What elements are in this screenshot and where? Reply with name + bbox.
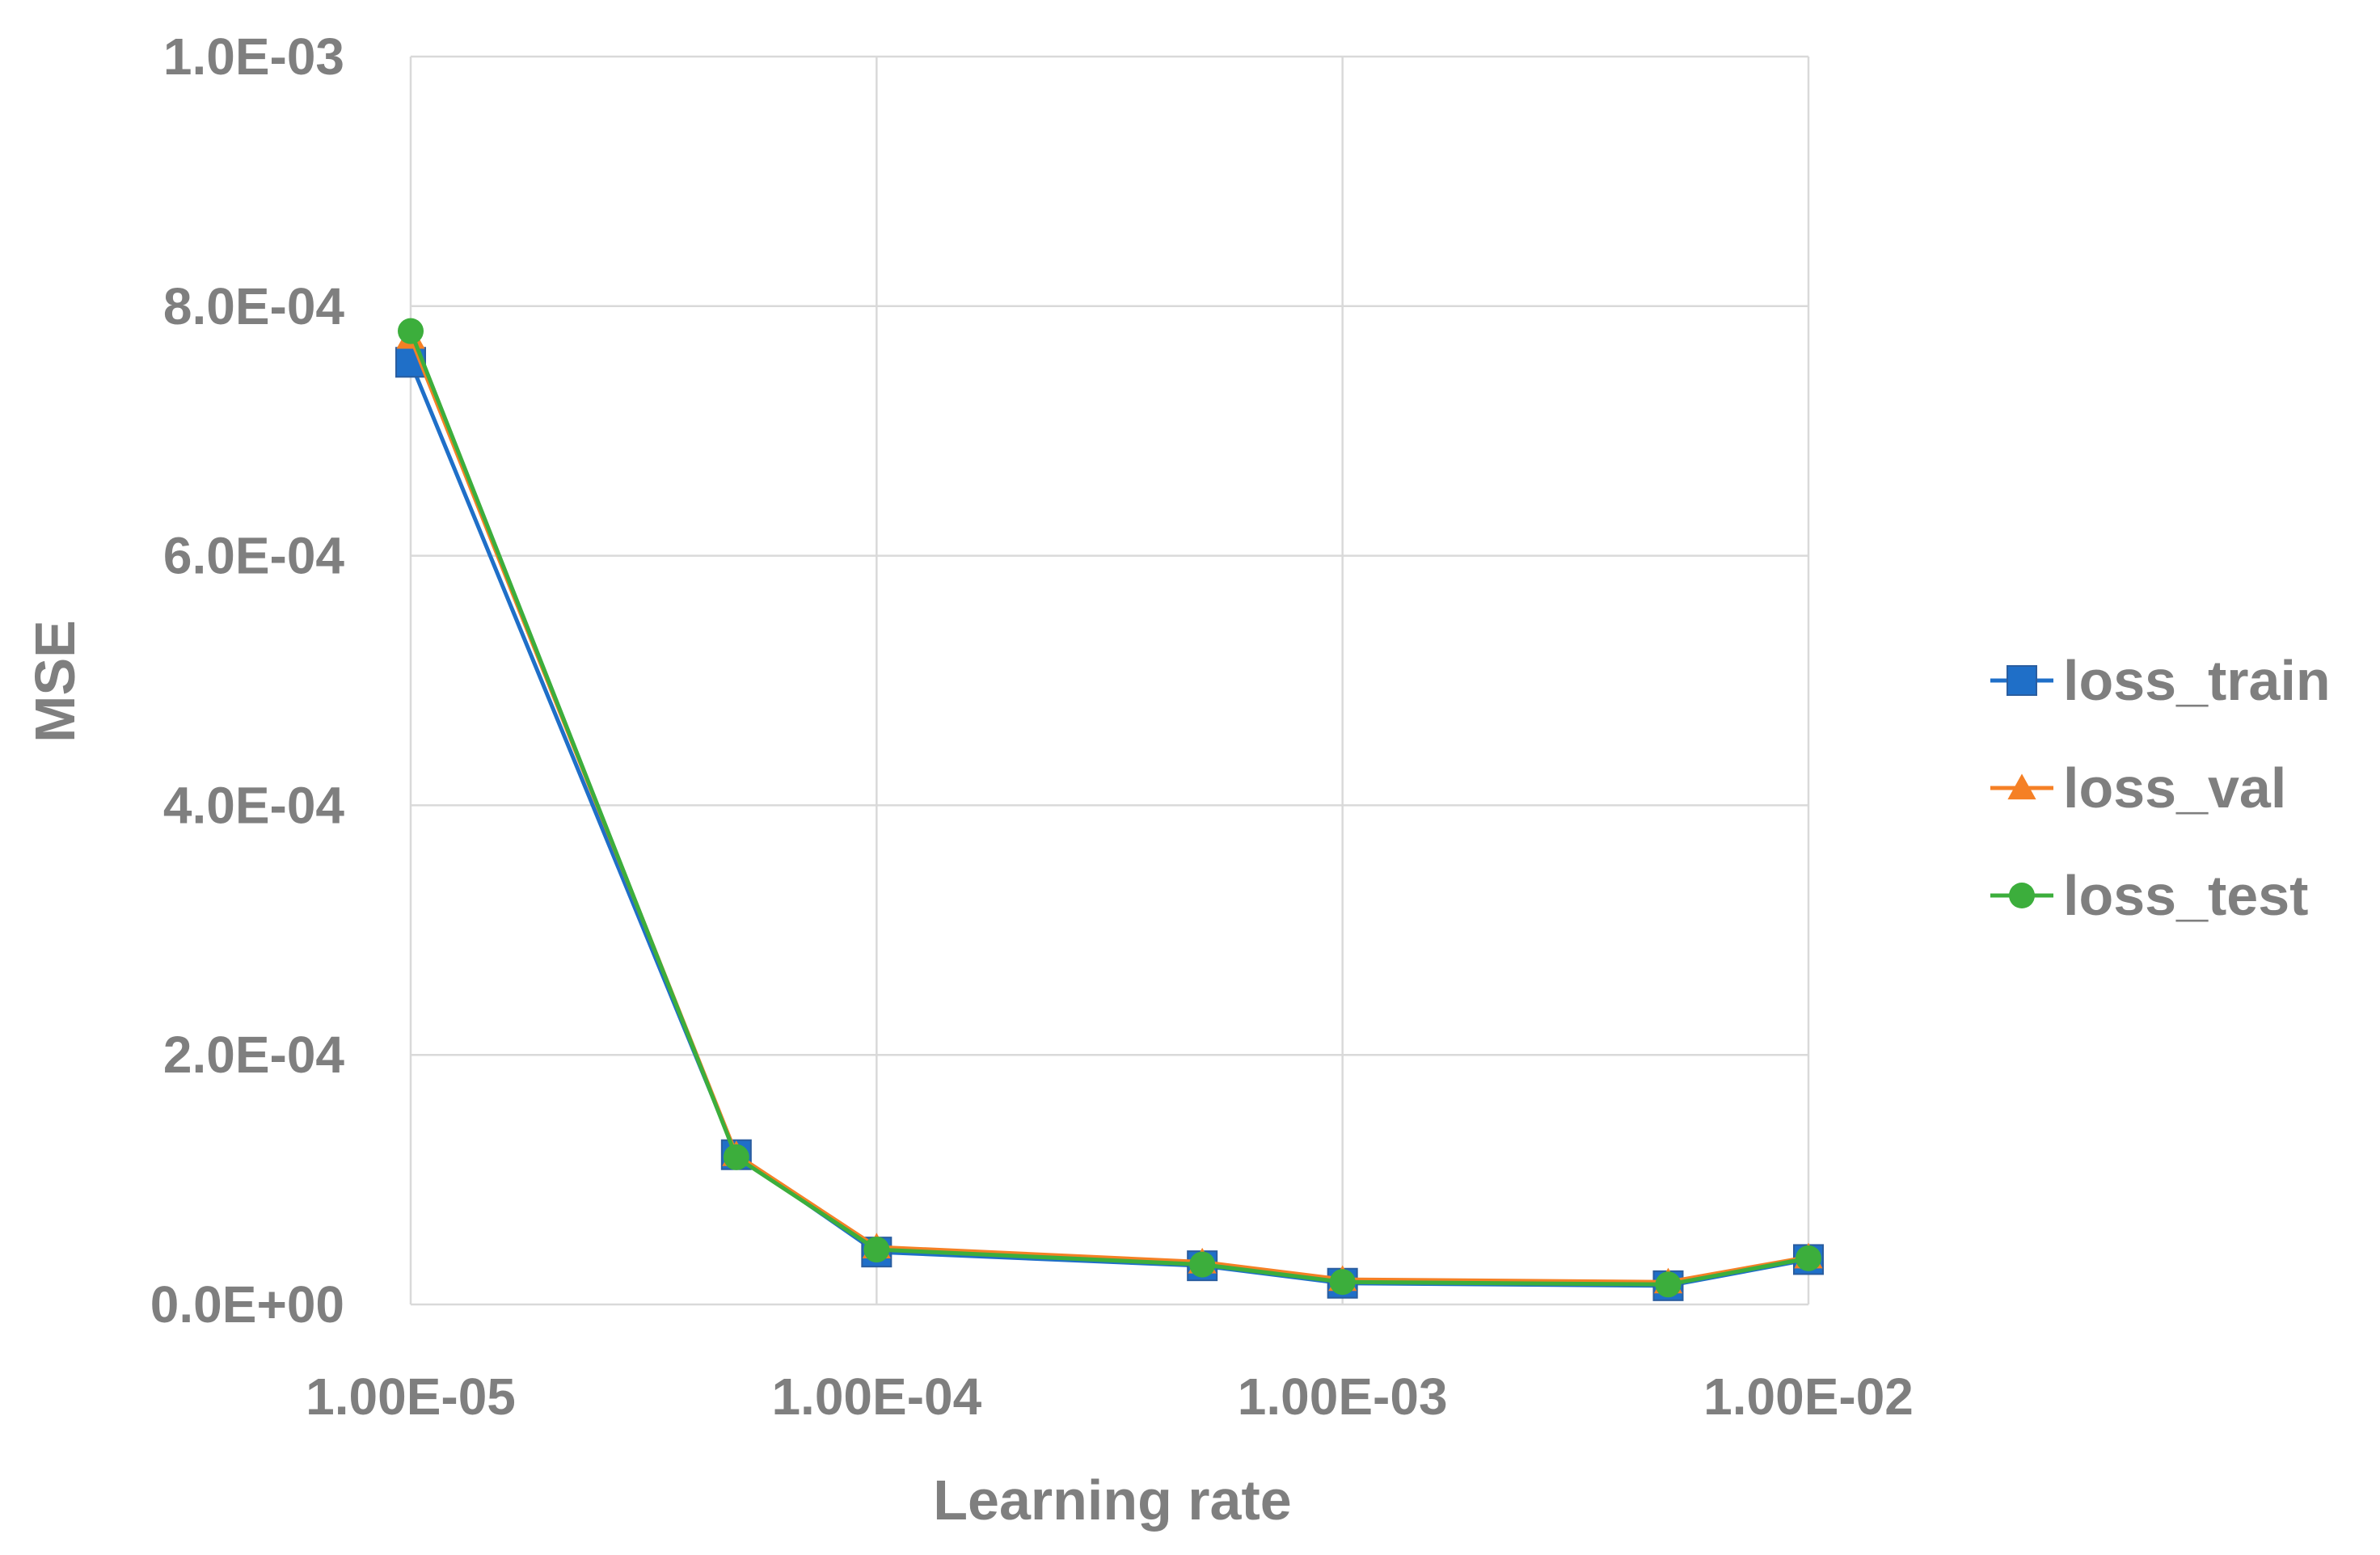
series-group bbox=[395, 318, 1824, 1301]
legend-item-loss-test: loss_test bbox=[1990, 864, 2308, 927]
legend-label: loss_train bbox=[2063, 649, 2331, 712]
gridlines bbox=[409, 55, 1810, 1306]
legend-marker bbox=[2009, 883, 2035, 908]
legend: loss_train loss_val loss_test bbox=[1990, 649, 2331, 927]
series-loss-train bbox=[395, 347, 1824, 1301]
data-point bbox=[723, 1144, 749, 1170]
y-tick-label: 0.0E+00 bbox=[150, 1275, 344, 1334]
data-point bbox=[1655, 1271, 1682, 1298]
y-tick-label: 1.0E-03 bbox=[163, 27, 344, 86]
legend-item-loss-train: loss_train bbox=[1990, 649, 2331, 712]
data-point bbox=[398, 318, 424, 344]
data-point bbox=[1796, 1245, 1821, 1271]
x-axis-title: Learning rate bbox=[933, 1469, 1291, 1532]
x-tick-label: 1.00E-02 bbox=[1703, 1367, 1914, 1426]
y-tick-label: 8.0E-04 bbox=[163, 277, 345, 335]
x-tick-label: 1.00E-04 bbox=[771, 1367, 981, 1426]
series-line bbox=[408, 361, 1809, 1288]
data-point bbox=[1329, 1269, 1356, 1296]
y-tick-label: 6.0E-04 bbox=[163, 527, 345, 585]
y-axis-title: MSE bbox=[23, 620, 87, 743]
legend-item-loss-val: loss_val bbox=[1990, 756, 2286, 820]
y-axis-ticks: 0.0E+00 2.0E-04 4.0E-04 6.0E-04 8.0E-04 1.0E-… bbox=[150, 27, 345, 1334]
series-line bbox=[408, 336, 1809, 1284]
series-line bbox=[408, 330, 1809, 1287]
legend-marker bbox=[2007, 665, 2037, 696]
legend-label: loss_val bbox=[2063, 756, 2286, 820]
x-tick-label: 1.00E-05 bbox=[306, 1367, 516, 1426]
y-tick-label: 2.0E-04 bbox=[163, 1026, 345, 1084]
data-point bbox=[863, 1237, 890, 1263]
legend-label: loss_test bbox=[2063, 864, 2308, 927]
x-axis-ticks: 1.00E-05 1.00E-04 1.00E-03 1.00E-02 bbox=[306, 1367, 1914, 1426]
data-point bbox=[1189, 1251, 1216, 1278]
legend-marker bbox=[2007, 773, 2036, 800]
y-tick-label: 4.0E-04 bbox=[163, 776, 345, 834]
x-tick-label: 1.00E-03 bbox=[1238, 1367, 1448, 1426]
series-loss-val bbox=[396, 322, 1823, 1294]
series-loss-test bbox=[398, 318, 1821, 1298]
